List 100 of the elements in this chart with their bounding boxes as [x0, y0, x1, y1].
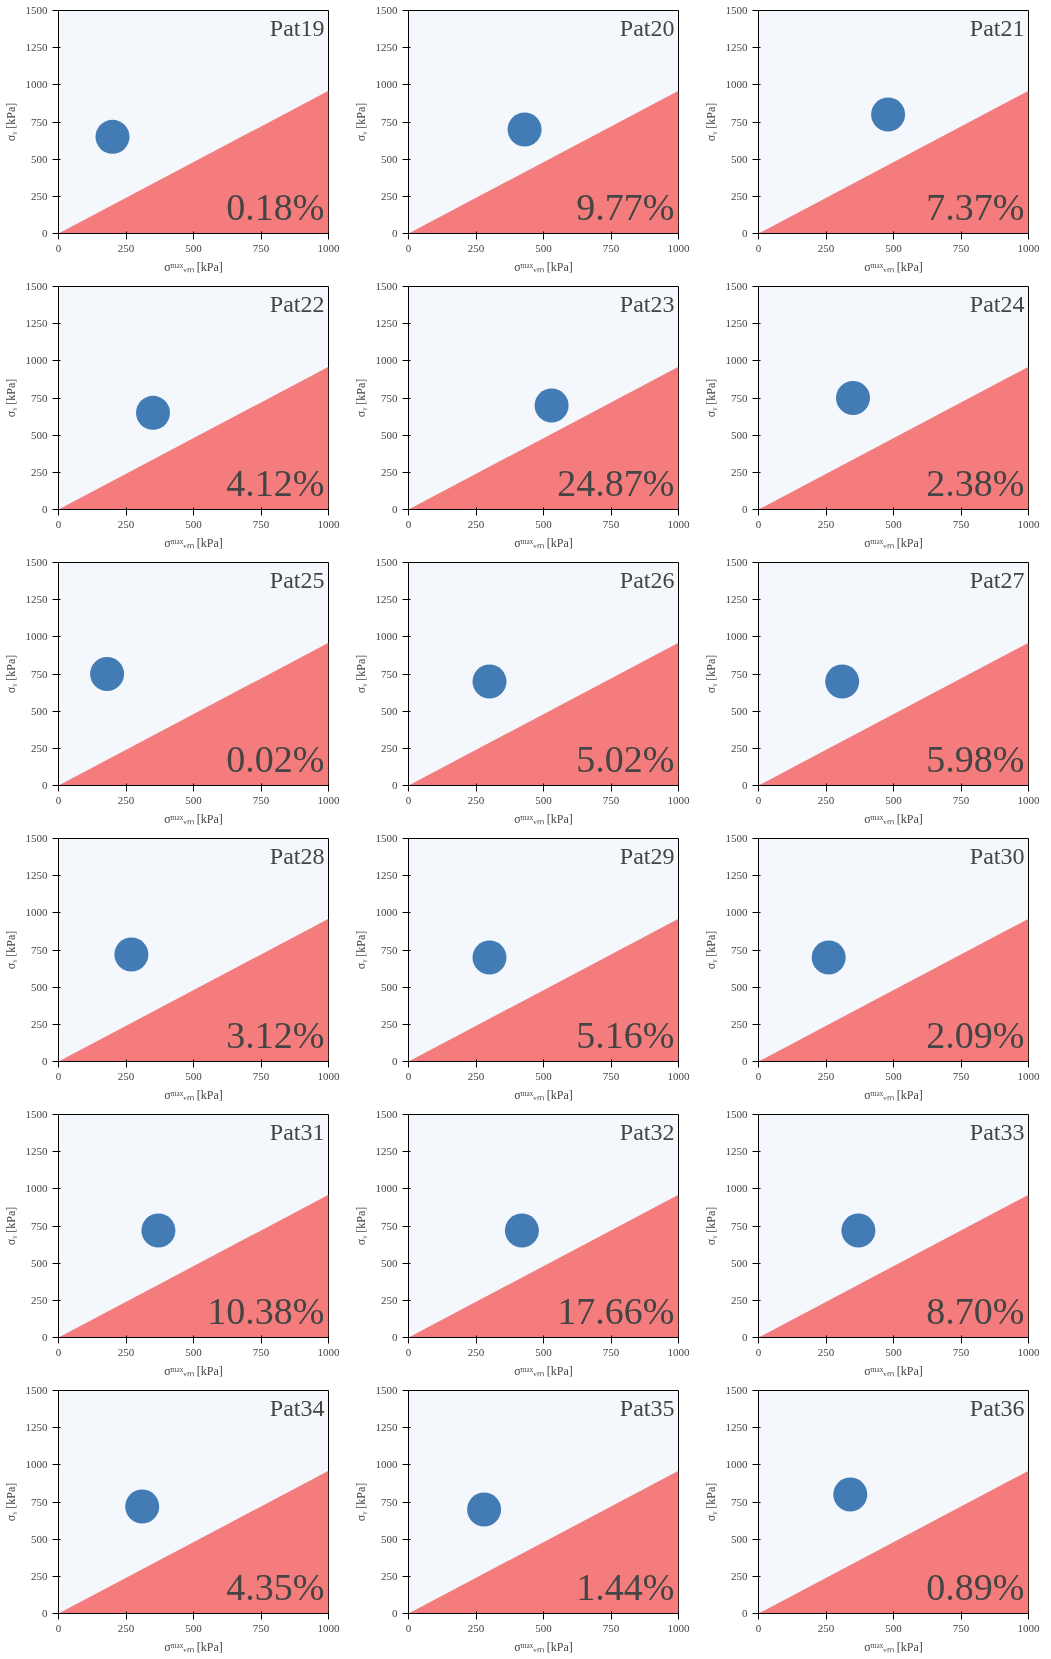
x-tick-label: 750	[252, 1069, 270, 1082]
x-axis-title: σᵐᵃˣᵥₘ [kPa]	[514, 259, 573, 274]
y-tick-label: 1000	[25, 906, 48, 919]
x-axis-title: σᵐᵃˣᵥₘ [kPa]	[864, 1639, 923, 1654]
y-tick-label: 1250	[725, 1421, 748, 1434]
x-tick-label: 1000	[1017, 1621, 1040, 1634]
y-tick-label: 1000	[25, 354, 48, 367]
chart-title: Pat25	[269, 566, 325, 593]
x-tick-label: 250	[817, 241, 835, 254]
y-tick-label: 0	[42, 1055, 48, 1067]
y-tick-label: 750	[731, 391, 748, 404]
x-tick-label: 1000	[317, 1621, 340, 1634]
y-tick-label: 1250	[375, 593, 398, 606]
y-tick-label: 1000	[725, 906, 748, 919]
annotation: 2.38%	[926, 461, 1025, 504]
x-tick-label: 0	[55, 1345, 62, 1358]
annotation: 5.98%	[926, 737, 1025, 780]
x-tick-label: 0	[755, 1621, 762, 1634]
x-tick-label: 0	[405, 1621, 412, 1634]
y-axis-title: σᵧ [kPa]	[353, 930, 368, 970]
x-axis-title: σᵐᵃˣᵥₘ [kPa]	[164, 1363, 223, 1378]
y-tick-label: 0	[742, 503, 748, 515]
y-tick-label: 250	[731, 1569, 748, 1582]
y-tick-label: 1000	[725, 1458, 748, 1471]
annotation: 1.44%	[576, 1565, 675, 1608]
y-tick-label: 250	[731, 1293, 748, 1306]
y-tick-label: 500	[31, 1532, 48, 1545]
y-tick-label: 500	[731, 1256, 748, 1269]
y-tick-label: 500	[381, 704, 398, 717]
y-tick-label: 500	[731, 152, 748, 165]
x-tick-label: 0	[405, 241, 412, 254]
y-tick-label: 1000	[375, 78, 398, 91]
annotation: 4.12%	[226, 461, 325, 504]
y-tick-label: 1500	[375, 1384, 398, 1396]
y-tick-label: 750	[31, 1219, 48, 1232]
x-tick-label: 1000	[667, 517, 690, 530]
y-tick-label: 750	[381, 391, 398, 404]
chart-title: Pat23	[619, 290, 675, 317]
y-tick-label: 500	[731, 428, 748, 441]
chart-title: Pat34	[269, 1394, 325, 1421]
annotation: 0.89%	[926, 1565, 1025, 1608]
x-tick-label: 0	[55, 793, 62, 806]
y-tick-label: 0	[742, 1055, 748, 1067]
y-tick-label: 1250	[25, 1421, 48, 1434]
x-tick-label: 500	[885, 1621, 903, 1634]
y-tick-label: 1500	[25, 280, 48, 292]
x-tick-label: 1000	[317, 1345, 340, 1358]
x-tick-label: 250	[117, 241, 135, 254]
x-tick-label: 0	[755, 1345, 762, 1358]
x-tick-label: 500	[885, 517, 903, 530]
x-tick-label: 1000	[317, 241, 340, 254]
x-axis-title: σᵐᵃˣᵥₘ [kPa]	[864, 535, 923, 550]
x-tick-label: 0	[405, 1069, 412, 1082]
chart-title: Pat19	[269, 14, 325, 41]
y-tick-label: 1250	[375, 317, 398, 330]
annotation: 0.18%	[226, 185, 325, 228]
y-tick-label: 250	[381, 189, 398, 202]
x-tick-label: 250	[817, 793, 835, 806]
x-tick-label: 1000	[667, 1345, 690, 1358]
x-axis-title: σᵐᵃˣᵥₘ [kPa]	[864, 811, 923, 826]
x-axis-title: σᵐᵃˣᵥₘ [kPa]	[864, 259, 923, 274]
y-tick-label: 750	[731, 943, 748, 956]
x-tick-label: 500	[535, 1621, 553, 1634]
y-tick-label: 250	[31, 1017, 48, 1030]
y-tick-label: 1500	[725, 4, 748, 16]
y-tick-label: 1000	[25, 78, 48, 91]
y-tick-label: 750	[31, 943, 48, 956]
y-tick-label: 500	[31, 152, 48, 165]
y-axis-title: σᵧ [kPa]	[703, 930, 718, 970]
x-tick-label: 250	[817, 1345, 835, 1358]
x-tick-label: 750	[252, 241, 270, 254]
x-tick-label: 750	[602, 1345, 620, 1358]
x-tick-label: 500	[535, 793, 553, 806]
y-tick-label: 0	[392, 1331, 398, 1343]
y-tick-label: 1000	[25, 1458, 48, 1471]
x-tick-label: 1000	[1017, 1069, 1040, 1082]
y-tick-label: 250	[731, 741, 748, 754]
y-tick-label: 1500	[375, 556, 398, 568]
x-tick-label: 0	[405, 517, 412, 530]
y-tick-label: 750	[381, 115, 398, 128]
x-tick-label: 0	[55, 1621, 62, 1634]
y-axis-title: σᵧ [kPa]	[353, 378, 368, 418]
x-tick-label: 0	[55, 1069, 62, 1082]
y-tick-label: 250	[381, 1293, 398, 1306]
y-tick-label: 1000	[25, 1182, 48, 1195]
y-tick-label: 500	[731, 980, 748, 993]
y-tick-label: 0	[392, 227, 398, 239]
y-tick-label: 250	[31, 189, 48, 202]
y-tick-label: 750	[381, 943, 398, 956]
y-tick-label: 1250	[725, 317, 748, 330]
x-tick-label: 250	[817, 1621, 835, 1634]
x-axis-title: σᵐᵃˣᵥₘ [kPa]	[514, 811, 573, 826]
chart-title: Pat30	[969, 842, 1025, 869]
x-tick-label: 1000	[1017, 1345, 1040, 1358]
y-tick-label: 1250	[725, 1145, 748, 1158]
y-tick-label: 1250	[375, 869, 398, 882]
y-tick-label: 750	[31, 667, 48, 680]
x-tick-label: 1000	[1017, 793, 1040, 806]
x-axis-title: σᵐᵃˣᵥₘ [kPa]	[514, 1363, 573, 1378]
y-tick-label: 1500	[25, 556, 48, 568]
